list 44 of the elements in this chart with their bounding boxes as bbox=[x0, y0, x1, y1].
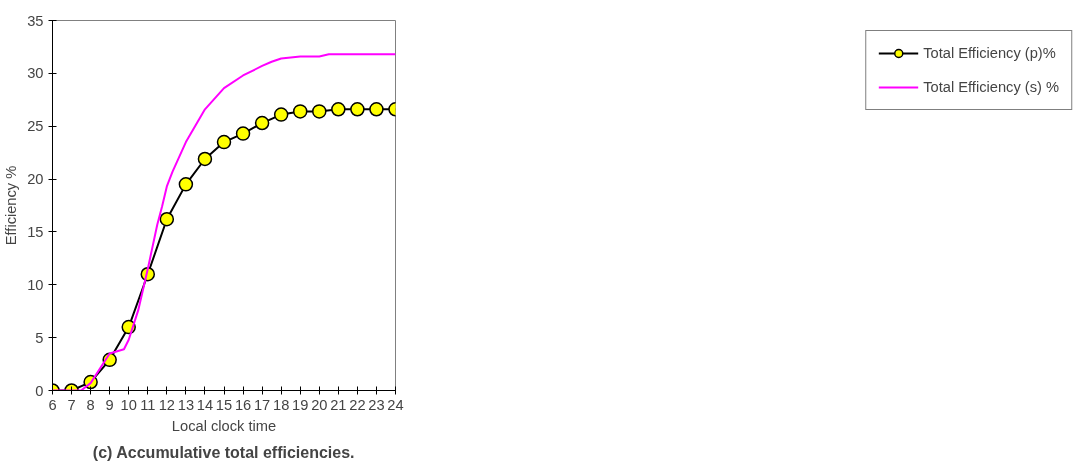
y-tick-label: 0 bbox=[35, 382, 44, 399]
y-tick-label: 10 bbox=[27, 276, 44, 293]
y-tick-label: 5 bbox=[35, 329, 44, 346]
point bbox=[235, 126, 251, 141]
x-tick-label: 20 bbox=[311, 396, 328, 413]
x-tick-label: 12 bbox=[158, 396, 175, 413]
x-tick-label: 19 bbox=[292, 396, 309, 413]
legend-label: Total Efficiency (s) % bbox=[923, 79, 1059, 95]
point bbox=[292, 104, 308, 119]
x-tick-label: 11 bbox=[140, 396, 156, 413]
y-tick-label: 20 bbox=[27, 171, 44, 188]
point bbox=[254, 115, 270, 131]
point bbox=[350, 102, 365, 117]
x-tick-label: 14 bbox=[196, 396, 214, 413]
point bbox=[216, 134, 232, 150]
point bbox=[312, 104, 327, 119]
x-tick-label: 7 bbox=[67, 396, 76, 413]
y-tick-label: 30 bbox=[27, 65, 44, 82]
x-tick-label: 13 bbox=[177, 396, 195, 413]
x-axis-title: Local clock time bbox=[171, 417, 277, 434]
x-tick-label: 23 bbox=[368, 396, 385, 413]
y-tick-label: 15 bbox=[27, 223, 44, 240]
point bbox=[331, 102, 346, 117]
text: (c) Accumulative total efficiencies. bbox=[92, 443, 355, 461]
x-tick-label: 24 bbox=[387, 396, 404, 413]
y-tick-label: 25 bbox=[27, 118, 44, 135]
x-tick-label: 22 bbox=[349, 396, 366, 413]
x-tick-label: 17 bbox=[253, 396, 271, 413]
point bbox=[369, 102, 384, 117]
x-tick-label: 16 bbox=[234, 396, 252, 413]
x-tick-label: 10 bbox=[120, 396, 137, 413]
x-tick-label: 18 bbox=[273, 396, 290, 413]
legend-label: Total Efficiency (p)% bbox=[923, 45, 1056, 61]
point bbox=[178, 177, 194, 192]
y-tick-label: 35 bbox=[27, 12, 44, 29]
point bbox=[273, 107, 289, 122]
y-axis-title: Efficiency % bbox=[3, 165, 20, 246]
x-tick-label: 21 bbox=[330, 396, 347, 413]
point bbox=[159, 212, 175, 227]
x-tick-label: 15 bbox=[215, 396, 233, 413]
point bbox=[197, 151, 213, 167]
x-tick-label: 8 bbox=[86, 396, 95, 413]
x-tick-label: 6 bbox=[48, 396, 57, 413]
x-tick-label: 9 bbox=[105, 396, 114, 413]
